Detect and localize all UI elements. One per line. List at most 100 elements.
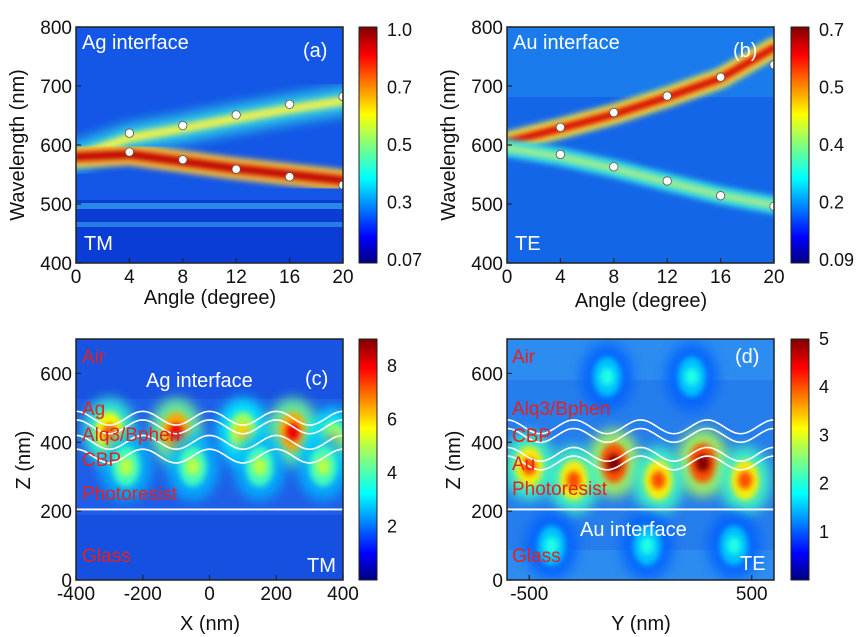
panel-c-colorbar-ticks: 8 6 4 2	[387, 356, 397, 537]
panel-a-x-ticks: 0 4 8 12 16 20	[71, 258, 354, 288]
data-point	[178, 155, 188, 165]
y-tick-label: 400	[471, 254, 503, 275]
data-point	[662, 176, 672, 186]
panel-c-layer-cbp: CBP	[82, 450, 121, 471]
colorbar-tick-label: 0.3	[387, 193, 412, 213]
x-tick-label: 12	[657, 267, 678, 288]
panel-b-x-ticks: 0 4 8 12 16 20	[502, 258, 785, 288]
panel-d-y-ticks: 0 200 400 600	[471, 364, 512, 592]
y-tick-label: 500	[40, 195, 72, 216]
field-hotspot-core	[169, 422, 184, 441]
y-tick-label: 200	[40, 502, 72, 523]
data-point	[609, 162, 619, 172]
panel-a-colorbar-ticks: 1.0 0.7 0.5 0.3 0.07	[387, 20, 422, 270]
x-tick-label: 200	[260, 584, 292, 605]
panel-c-colorbar	[358, 338, 378, 581]
panel-d-layer-photoresist: Photoresist	[512, 479, 608, 500]
y-tick-label: 600	[40, 136, 72, 157]
y-tick-label: 600	[471, 364, 503, 385]
panel-b-upper-band	[507, 43, 774, 147]
colorbar-tick-label: 0.7	[819, 20, 844, 40]
colorbar-tick-label: 8	[387, 356, 397, 376]
colorbar-tick-label: 1	[819, 522, 829, 542]
panel-b-lower-band	[507, 144, 774, 209]
x-tick-label: 0	[204, 584, 215, 605]
data-point	[284, 172, 295, 182]
panel-d-frame	[506, 338, 775, 581]
data-point	[124, 128, 134, 138]
panel-d-inset-text: Au interface	[580, 519, 687, 541]
colorbar-tick-label: 4	[387, 463, 397, 483]
panel-b-x-label: Angle (degree)	[575, 290, 707, 312]
panel-d-polarization: TE	[740, 553, 766, 575]
x-tick-label: 500	[736, 584, 768, 605]
y-tick-label: 400	[40, 254, 72, 275]
panel-c-field-glass-shade	[76, 515, 343, 580]
y-tick-label: 0	[492, 571, 503, 592]
interface-line	[76, 419, 343, 435]
x-tick-label: 0	[502, 267, 513, 288]
field-hotspot-core	[738, 471, 753, 490]
data-point	[555, 122, 566, 132]
x-tick-label: 4	[124, 267, 135, 288]
panel-a-markers	[124, 92, 343, 190]
x-tick-label: 20	[763, 267, 784, 288]
colorbar-tick-label: 4	[819, 377, 829, 397]
y-tick-label: 400	[40, 433, 72, 454]
field-hotspot-core	[102, 422, 117, 441]
panel-a-field-stripe	[76, 203, 343, 209]
panel-b-y-ticks: 400 500 600 700 800	[471, 18, 512, 275]
panel-c-inset-text: Ag interface	[146, 370, 253, 392]
panel-c-layer-alq3: Alq3/Bphen	[82, 425, 180, 446]
y-tick-label: 0	[61, 571, 72, 592]
y-tick-label: 700	[40, 77, 72, 98]
field-hotspot-core	[600, 367, 615, 386]
colorbar-tick-label: 0.2	[819, 193, 844, 213]
panel-d-layer-air: Air	[512, 347, 536, 368]
colorbar-tick-label: 2	[819, 474, 829, 494]
panel-d-colorbar-ticks: 5 4 3 2 1	[819, 329, 829, 542]
x-tick-label: 20	[332, 267, 353, 288]
field-hotspot-core	[651, 471, 666, 490]
data-point	[555, 149, 566, 160]
panel-b-y-label: Wavelength (nm)	[438, 69, 460, 221]
panel-c-letter: (c)	[305, 368, 328, 390]
x-tick-label: 8	[178, 267, 189, 288]
data-point	[124, 147, 134, 157]
panel-b-letter: (b)	[733, 40, 757, 62]
interface-line	[76, 448, 343, 464]
panel-c-layer-ag: Ag	[82, 399, 105, 420]
colorbar-tick-label: 6	[387, 409, 397, 429]
panel-b-polarization: TE	[515, 233, 541, 255]
panel-a-y-label: Wavelength (nm)	[7, 69, 29, 221]
x-tick-label: 8	[609, 267, 620, 288]
panel-d-interface-lines	[507, 419, 774, 511]
y-tick-label: 200	[471, 502, 503, 523]
panel-d-colorbar	[790, 338, 810, 581]
x-tick-label: -500	[510, 584, 548, 605]
x-tick-label: 16	[279, 267, 300, 288]
data-point	[609, 107, 619, 118]
x-tick-label: -400	[57, 584, 95, 605]
panel-b: Au interface (b) TE 0 4 8 12 16 20 400 500 600 7…	[438, 18, 854, 312]
x-tick-label: -200	[124, 584, 162, 605]
x-tick-label: 4	[555, 267, 566, 288]
panel-a-letter: (a)	[303, 40, 327, 62]
field-hotspot-core	[252, 457, 267, 476]
field-hotspot-core	[640, 536, 655, 555]
panel-c-layer-air: Air	[82, 347, 106, 368]
panel-d-letter: (d)	[735, 346, 759, 368]
field-hotspot-core	[285, 422, 300, 441]
y-tick-label: 400	[471, 433, 503, 454]
panel-c-y-label: Z (nm)	[13, 431, 35, 490]
field-hotspot-core	[726, 536, 741, 555]
panel-a-y-ticks: 400 500 600 700 800	[40, 18, 81, 275]
panel-d-layer-alq3: Alq3/Bphen	[512, 399, 610, 420]
y-tick-label: 700	[471, 77, 503, 98]
panel-c-polarization: TM	[307, 555, 336, 577]
colorbar-tick-label: 0.09	[819, 250, 854, 270]
data-point	[715, 191, 726, 201]
data-point	[284, 99, 295, 109]
x-tick-label: 12	[226, 267, 247, 288]
